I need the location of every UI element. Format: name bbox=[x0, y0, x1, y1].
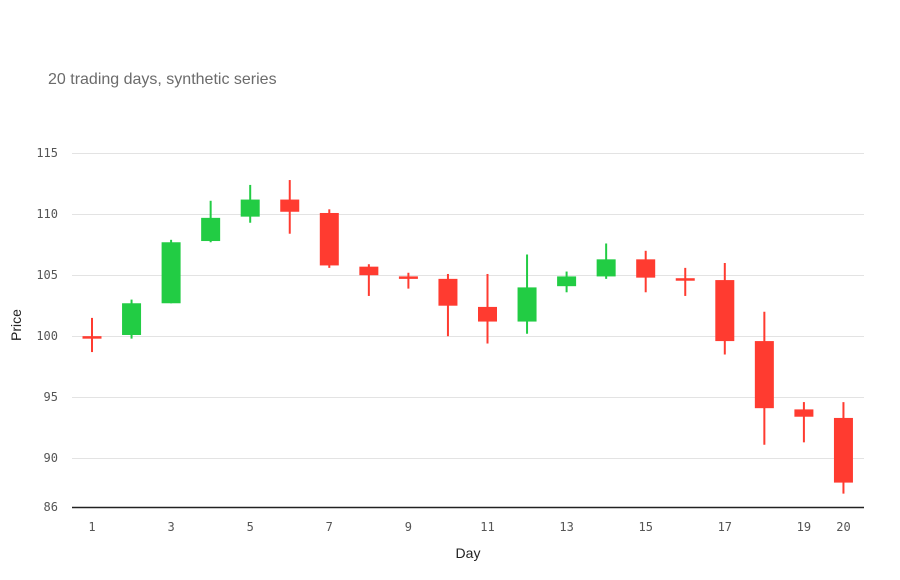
candle-body bbox=[438, 278, 458, 306]
candle-day-12 bbox=[517, 254, 537, 334]
candle-body bbox=[596, 259, 616, 277]
candle-body bbox=[675, 278, 695, 281]
y-tick-label: 86 bbox=[44, 500, 58, 514]
candle-body bbox=[280, 199, 300, 212]
x-axis-ticks: 1 3 5 7 9 11 13 15 17 19 20 bbox=[88, 520, 850, 534]
x-tick-label: 15 bbox=[638, 520, 652, 534]
candle-day-3 bbox=[161, 239, 181, 304]
x-tick-label: 3 bbox=[167, 520, 174, 534]
candle-body bbox=[754, 341, 774, 409]
candle-body bbox=[319, 212, 339, 266]
candle-body bbox=[359, 266, 379, 276]
candle-day-17 bbox=[715, 263, 735, 355]
candles bbox=[82, 180, 853, 494]
x-tick-label: 9 bbox=[405, 520, 412, 534]
y-tick-label: 105 bbox=[36, 268, 58, 282]
candle-day-15 bbox=[636, 250, 656, 293]
candle-day-11 bbox=[478, 273, 497, 344]
candle-day-19 bbox=[794, 402, 814, 443]
y-axis-ticks: 86 90 95 100 105 110 115 bbox=[36, 146, 58, 514]
candle-body bbox=[161, 242, 181, 304]
candle-body bbox=[240, 199, 260, 217]
candle-day-2 bbox=[122, 299, 142, 339]
y-axis-title: Price bbox=[8, 309, 24, 341]
x-tick-label: 5 bbox=[247, 520, 254, 534]
candle-day-8 bbox=[359, 264, 379, 296]
candle-body bbox=[833, 417, 853, 483]
candle-day-5 bbox=[240, 184, 260, 223]
y-tick-label: 100 bbox=[36, 329, 58, 343]
candle-day-7 bbox=[319, 209, 339, 268]
candle-body bbox=[517, 287, 537, 322]
candle-day-18 bbox=[754, 311, 774, 445]
x-axis-title: Day bbox=[456, 545, 481, 561]
x-tick-label: 17 bbox=[718, 520, 732, 534]
x-tick-label: 1 bbox=[88, 520, 95, 534]
chart-subtitle: 20 trading days, synthetic series bbox=[48, 71, 277, 88]
candle-body bbox=[794, 409, 814, 417]
candle-body bbox=[82, 336, 102, 339]
candle-body bbox=[122, 303, 142, 335]
y-tick-label: 90 bbox=[44, 451, 58, 465]
y-tick-label: 110 bbox=[36, 207, 58, 221]
x-tick-label: 19 bbox=[797, 520, 811, 534]
y-tick-label: 115 bbox=[36, 146, 58, 160]
x-tick-label: 7 bbox=[326, 520, 333, 534]
candle-day-4 bbox=[201, 200, 221, 243]
candle-day-16 bbox=[675, 267, 695, 296]
candle-body bbox=[201, 217, 221, 242]
gridlines bbox=[72, 153, 864, 459]
candle-day-6 bbox=[280, 180, 300, 234]
candle-day-10 bbox=[438, 273, 458, 337]
candle-body bbox=[478, 306, 497, 322]
x-tick-label: 20 bbox=[836, 520, 850, 534]
candle-day-1 bbox=[82, 317, 102, 353]
candle-day-13 bbox=[557, 271, 577, 293]
candle-body bbox=[557, 276, 577, 287]
candle-day-14 bbox=[596, 243, 616, 279]
candle-day-20 bbox=[833, 402, 853, 494]
candle-body bbox=[398, 276, 418, 279]
x-tick-label: 11 bbox=[480, 520, 494, 534]
candle-body bbox=[715, 280, 735, 342]
y-tick-label: 95 bbox=[44, 390, 58, 404]
candle-day-9 bbox=[398, 272, 418, 289]
candle-body bbox=[636, 259, 656, 278]
x-tick-label: 13 bbox=[559, 520, 573, 534]
